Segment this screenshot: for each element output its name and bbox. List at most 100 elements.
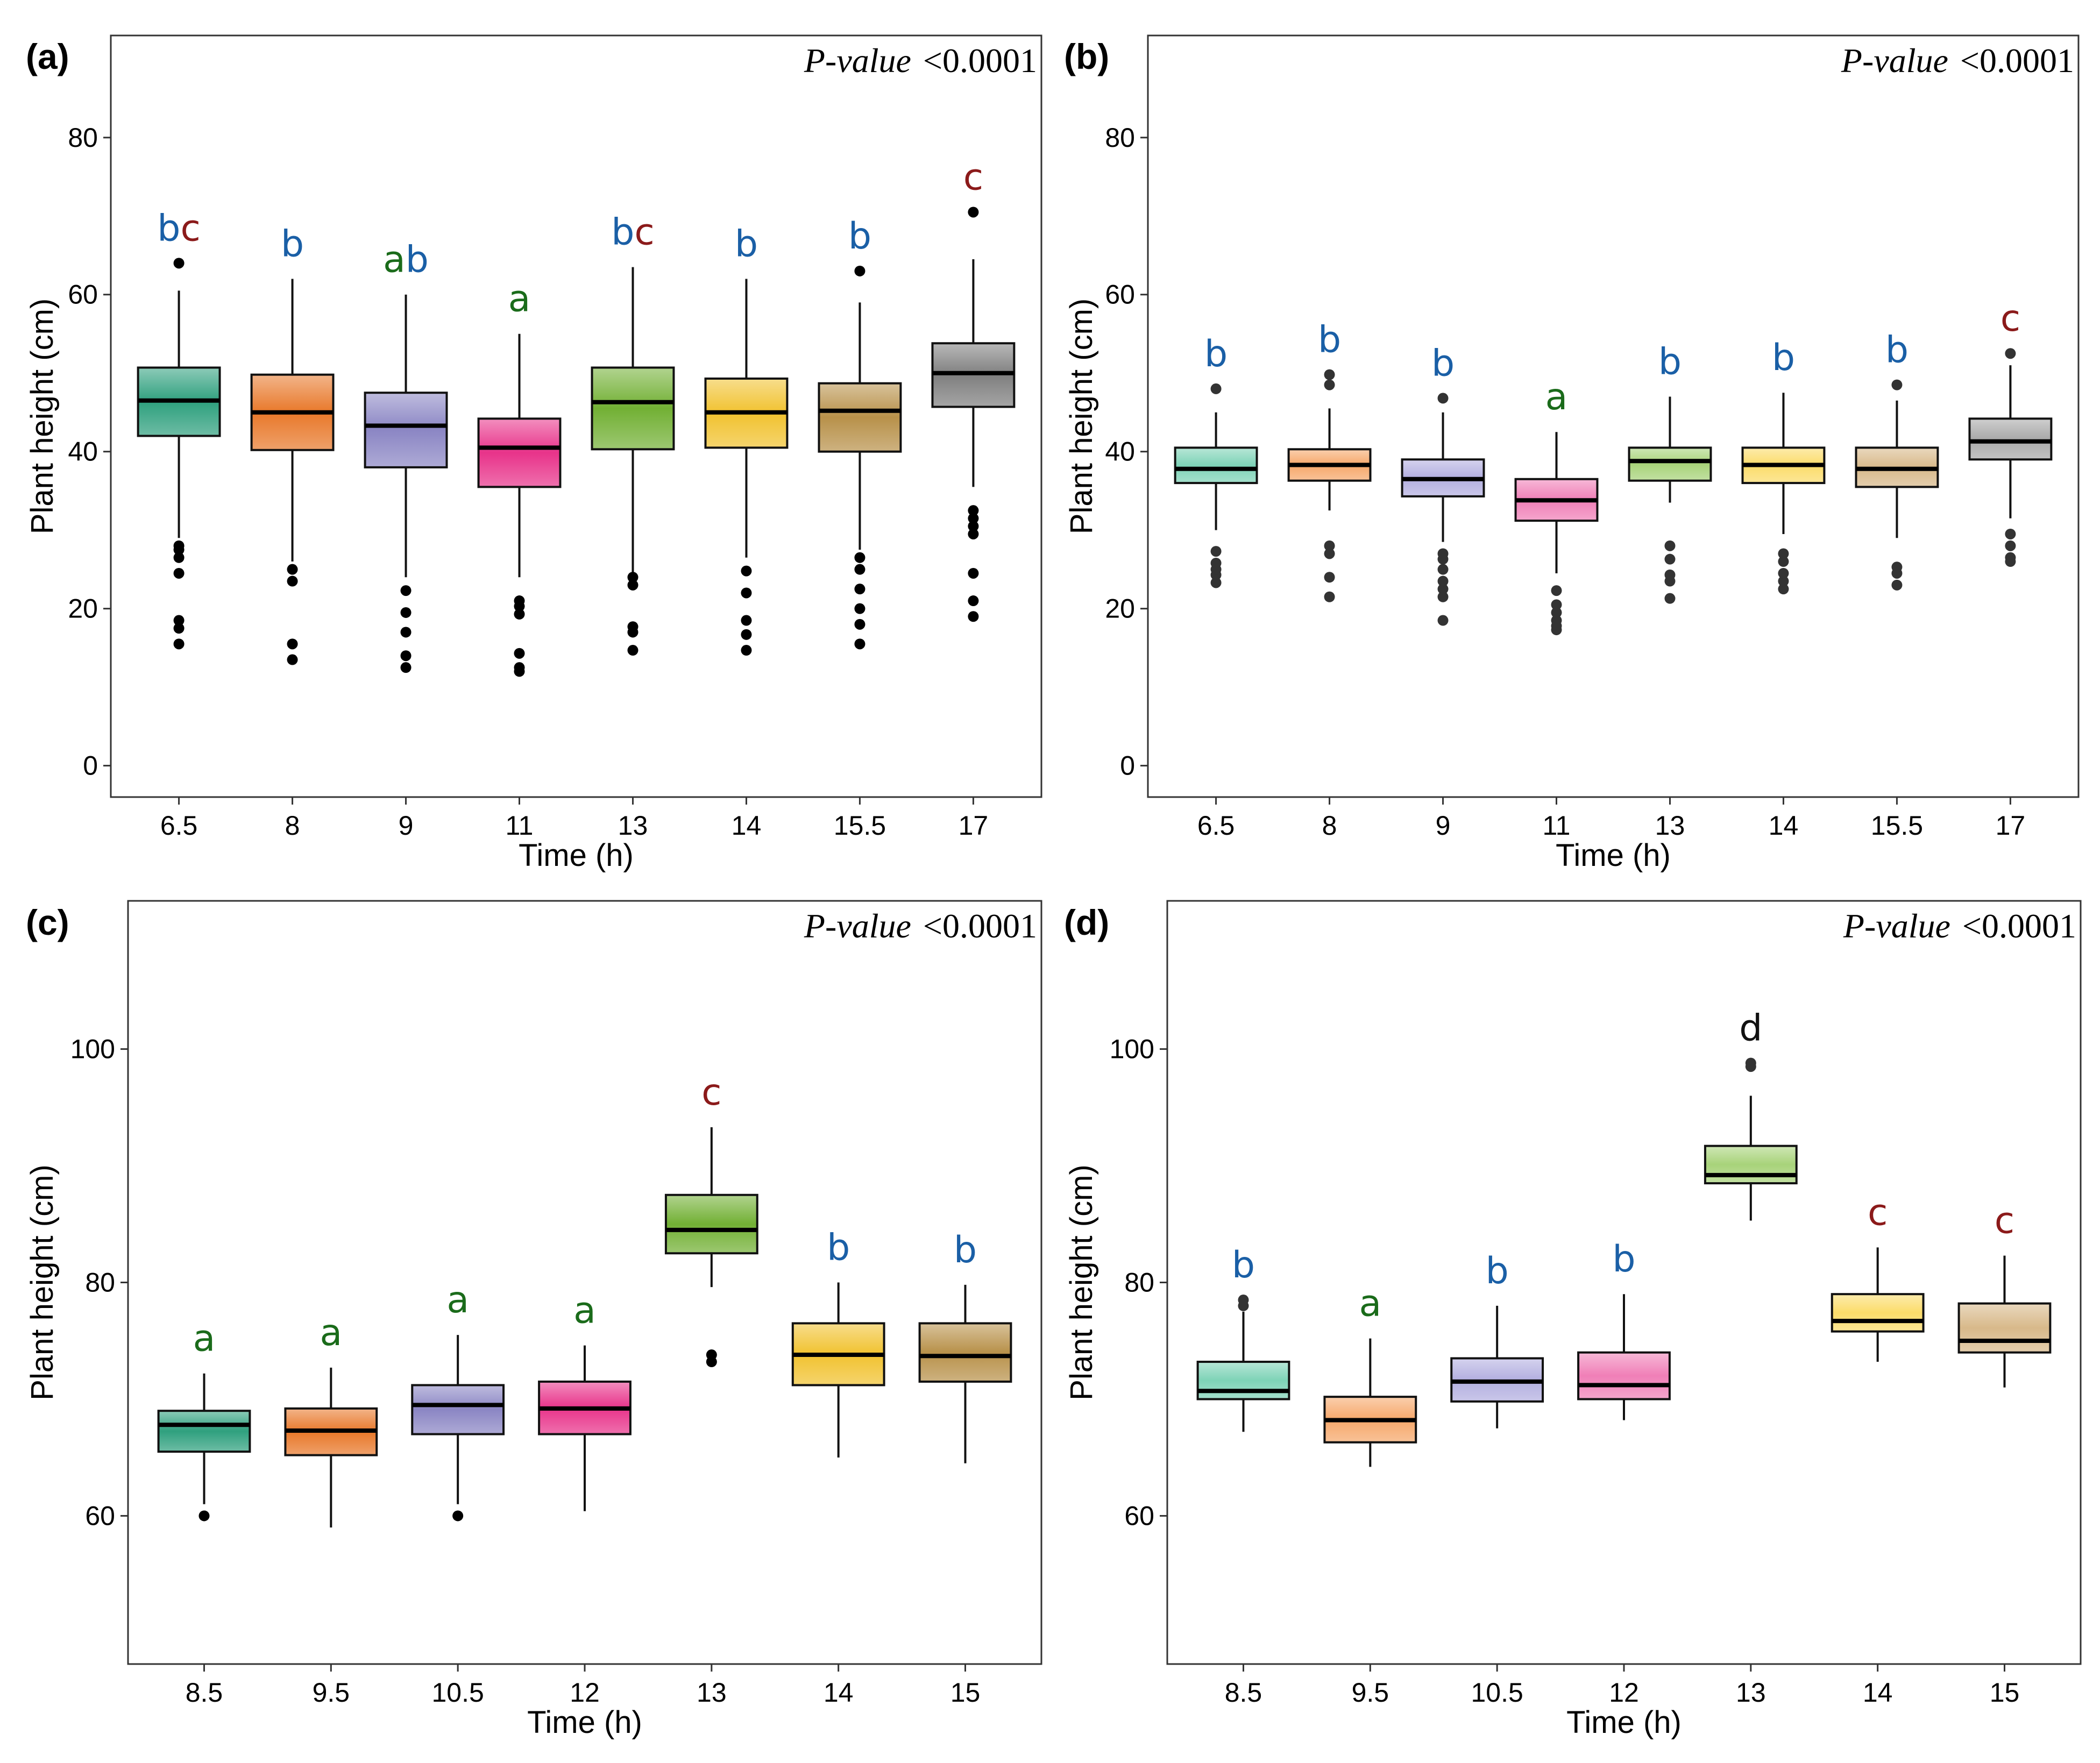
significance-label: b <box>827 1227 850 1269</box>
x-tick-label: 10.5 <box>432 1677 484 1708</box>
significance-letter: c <box>180 207 200 250</box>
significance-label: a <box>193 1318 216 1360</box>
outlier-point <box>287 575 298 587</box>
outlier-point <box>1778 575 1789 587</box>
significance-letter: b <box>1431 342 1455 385</box>
outlier-point <box>198 1510 210 1522</box>
box-9: ab <box>364 239 448 673</box>
outlier-point <box>968 521 979 532</box>
box-8: b <box>1287 319 1372 602</box>
outlier-point <box>627 621 638 632</box>
outlier-point <box>1778 567 1789 579</box>
outlier-point <box>1664 569 1676 580</box>
box-body <box>411 1384 505 1435</box>
y-tick-label: 60 <box>1105 280 1135 310</box>
outlier-point <box>627 572 638 583</box>
y-tick-label: 0 <box>1120 751 1135 781</box>
significance-label: d <box>1739 1007 1762 1050</box>
significance-label: a <box>320 1312 342 1354</box>
x-tick-label: 15.5 <box>834 811 886 841</box>
outlier-point <box>173 638 185 650</box>
p-value-number: <0.0001 <box>1962 907 2076 945</box>
outlier-point <box>968 567 979 579</box>
significance-letter: b <box>1318 319 1341 361</box>
x-tick-label: 15 <box>1990 1677 2020 1708</box>
significance-letter: c <box>1868 1191 1888 1234</box>
outlier-point <box>627 645 638 656</box>
outlier-point <box>1437 564 1449 575</box>
box-body <box>1577 1351 1671 1401</box>
significance-letter: a <box>446 1279 469 1321</box>
x-tick-label: 15 <box>950 1677 981 1708</box>
box-14: b <box>704 223 789 656</box>
outlier-point <box>452 1510 464 1522</box>
y-tick-label: 60 <box>85 1501 115 1531</box>
outlier-point <box>1210 577 1222 588</box>
significance-letter: c <box>701 1071 721 1114</box>
significance-letter: b <box>1885 329 1909 372</box>
box-14: b <box>1741 337 1826 595</box>
outlier-point <box>1778 584 1789 595</box>
outlier-point <box>1210 557 1222 568</box>
panel-label: (d) <box>1064 902 1109 942</box>
significance-label: b <box>1204 333 1228 375</box>
significance-letter: a <box>1359 1283 1381 1325</box>
x-tick-label: 14 <box>732 811 762 841</box>
x-tick-label: 9 <box>1436 811 1451 841</box>
significance-label: b <box>954 1229 977 1271</box>
outlier-point <box>1437 393 1449 404</box>
box-17: c <box>1968 297 2053 567</box>
outlier-point <box>854 584 865 595</box>
outlier-point <box>1891 579 1903 591</box>
outlier-point <box>854 638 865 650</box>
significance-label: b <box>1486 1250 1509 1292</box>
y-tick-label: 0 <box>83 751 98 781</box>
box-13: b <box>1628 341 1712 604</box>
significance-letter: a <box>573 1290 596 1332</box>
outlier-point <box>400 662 412 673</box>
box-15.5: b <box>1855 329 1939 591</box>
significance-label: bc <box>157 207 201 250</box>
panel-c: (c) P-value <0.0001 60 80 100 8.5 9.5 10.5 12 13 14… <box>25 900 1042 1740</box>
outlier-point <box>173 552 185 563</box>
box-body <box>1628 446 1712 482</box>
box-body <box>364 392 448 468</box>
box-13: d <box>1704 1007 1798 1221</box>
significance-label: bc <box>611 211 655 254</box>
significance-letter: a <box>193 1318 216 1360</box>
x-tick-label: 9.5 <box>313 1677 350 1708</box>
outlier-point <box>1324 548 1335 559</box>
box-17: c <box>931 156 1016 622</box>
significance-letter: b <box>406 239 429 281</box>
significance-label: b <box>281 223 304 266</box>
x-axis-label: Time (h) <box>527 1705 642 1740</box>
significance-letter: c <box>2000 297 2020 340</box>
outlier-point <box>400 585 412 596</box>
significance-label: b <box>735 223 758 266</box>
p-value-label: P-value <box>1841 41 1948 80</box>
x-tick-label: 11 <box>506 811 534 841</box>
box-body <box>477 417 562 488</box>
p-value-annotation: P-value <0.0001 <box>804 907 1037 945</box>
outlier-point <box>1551 585 1562 596</box>
box-14: b <box>791 1227 885 1458</box>
significance-letter: a <box>508 278 531 321</box>
outlier-point <box>1324 369 1335 380</box>
outlier-point <box>968 528 979 539</box>
x-tick-label: 10.5 <box>1471 1677 1523 1708</box>
significance-letter: b <box>954 1229 977 1271</box>
significance-letter: b <box>1486 1250 1509 1292</box>
outlier-point <box>1324 591 1335 602</box>
outlier-point <box>854 552 865 563</box>
outlier-point <box>173 615 185 626</box>
p-value-annotation: P-value <0.0001 <box>804 41 1037 80</box>
outlier-point <box>1745 1057 1756 1069</box>
y-axis-label: Plant height (cm) <box>25 1164 60 1400</box>
x-tick-label: 12 <box>1609 1677 1639 1708</box>
box-10.5: a <box>411 1279 505 1522</box>
x-axis-label: Time (h) <box>1556 838 1671 873</box>
significance-letter: b <box>848 215 871 258</box>
outlier-point <box>400 607 412 618</box>
outlier-point <box>1210 383 1222 394</box>
outlier-point <box>287 654 298 665</box>
